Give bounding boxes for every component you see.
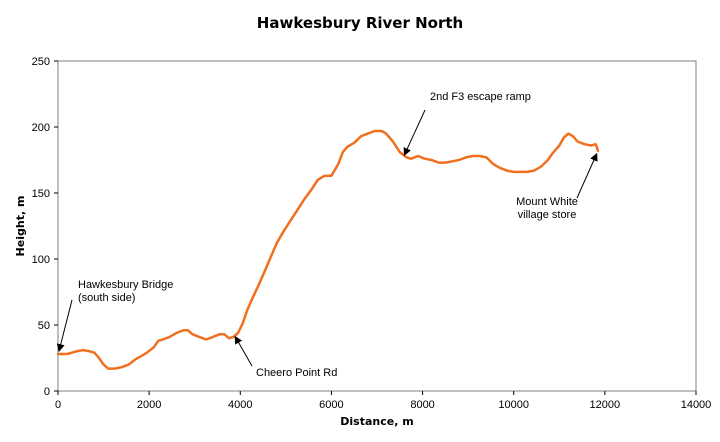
annotation-arrow xyxy=(234,335,253,367)
annotation-label: Mount White village store xyxy=(516,196,578,221)
annotation-label: 2nd F3 escape ramp xyxy=(430,91,531,103)
x-tick-label: 0 xyxy=(55,399,61,411)
y-tick-label: 100 xyxy=(32,254,50,266)
chart-title: Hawkesbury River North xyxy=(257,14,463,32)
annotation-arrow xyxy=(403,109,426,156)
annotation-line: (south side) xyxy=(78,292,135,304)
x-tick-label: 12000 xyxy=(590,399,621,411)
x-tick-label: 8000 xyxy=(410,399,434,411)
y-tick-label: 50 xyxy=(38,320,50,332)
y-axis: 0 50 100 150 200 250 xyxy=(32,56,58,398)
x-axis-title: Distance, m xyxy=(340,415,413,428)
x-tick-label: 2000 xyxy=(137,399,161,411)
y-tick-label: 0 xyxy=(44,386,50,398)
y-axis-title: Height, m xyxy=(14,196,27,257)
annotation-line: 2nd F3 escape ramp xyxy=(430,91,531,103)
annotation-line: village store xyxy=(518,209,577,221)
y-tick-label: 200 xyxy=(32,122,50,134)
annotation-line: Cheero Point Rd xyxy=(256,367,337,379)
annotation-label: Cheero Point Rd xyxy=(256,367,337,379)
annotation-arrow xyxy=(576,152,598,199)
x-tick-label: 10000 xyxy=(498,399,529,411)
x-tick-label: 6000 xyxy=(319,399,343,411)
x-tick-label: 4000 xyxy=(228,399,252,411)
x-axis: 0 2000 4000 6000 8000 10000 12000 14000 xyxy=(55,391,711,411)
annotation-line: Hawkesbury Bridge xyxy=(78,279,173,291)
y-tick-label: 250 xyxy=(32,56,50,68)
annotation-arrow xyxy=(56,299,73,353)
annotation-line: Mount White xyxy=(516,196,578,208)
x-tick-label: 14000 xyxy=(681,399,712,411)
annotations: Hawkesbury Bridge (south side) Cheero Poin… xyxy=(56,91,598,379)
height-profile-line xyxy=(56,129,600,370)
annotation-label: Hawkesbury Bridge (south side) xyxy=(78,279,173,304)
y-tick-label: 150 xyxy=(32,188,50,200)
plot-area xyxy=(57,60,697,392)
